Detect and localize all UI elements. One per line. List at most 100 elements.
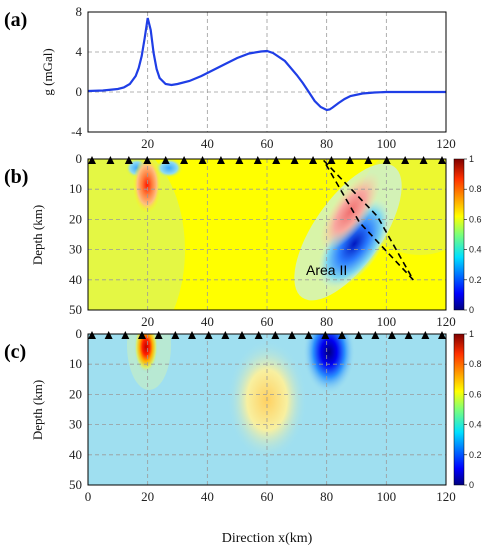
panel-a-x-tick: 40 bbox=[201, 136, 214, 151]
panel-c-y-tick: 50 bbox=[69, 477, 82, 492]
panel-b-y-tick: 50 bbox=[69, 302, 82, 317]
panel-c-y-tick: 30 bbox=[69, 417, 82, 432]
station-marker bbox=[327, 156, 336, 164]
panel-a-y-tick: -4 bbox=[71, 124, 82, 139]
panel-c-colorbar bbox=[453, 333, 465, 486]
panel-c-y-tick-labels: 0 10 20 30 40 50 bbox=[69, 326, 82, 492]
station-marker bbox=[354, 331, 363, 339]
panel-c-colorbar-tick: 1 bbox=[469, 329, 474, 339]
station-marker bbox=[290, 156, 299, 164]
panel-c-frame bbox=[87, 333, 447, 486]
station-marker bbox=[235, 156, 244, 164]
station-marker bbox=[338, 331, 346, 339]
panel-a-x-tick: 100 bbox=[377, 136, 397, 151]
panel-b-x-tick: 40 bbox=[201, 314, 214, 329]
panel-a-y-tick: 0 bbox=[76, 84, 83, 99]
panel-c-x-tick: 60 bbox=[261, 489, 274, 504]
station-marker bbox=[421, 331, 430, 339]
panel-b-colorbar-tick: 1 bbox=[469, 154, 474, 164]
panel-b-label: (b) bbox=[4, 166, 28, 188]
station-marker bbox=[401, 156, 410, 164]
station-marker bbox=[121, 331, 130, 339]
panel-b-y-axis-label: Depth (km) bbox=[30, 205, 45, 265]
panel-c-label: (c) bbox=[4, 341, 26, 363]
station-marker bbox=[104, 331, 113, 339]
station-marker bbox=[143, 156, 152, 164]
station-marker bbox=[238, 331, 246, 339]
station-marker bbox=[124, 156, 133, 164]
panel-a-y-tick-labels: 8 4 0 -4 bbox=[71, 4, 82, 139]
station-marker bbox=[216, 156, 225, 164]
panel-c-y-axis-label: Depth (km) bbox=[30, 380, 45, 440]
panel-c-x-tick: 120 bbox=[436, 489, 456, 504]
panel-b-colorbar-tick: 0.8 bbox=[469, 184, 482, 194]
panel-c-x-tick: 100 bbox=[377, 489, 397, 504]
panel-c-colorbar-tick: 0.4 bbox=[469, 420, 482, 430]
panel-b-x-tick-labels: 20 40 60 80 100 120 bbox=[141, 314, 456, 329]
station-marker bbox=[404, 331, 413, 339]
panel-c-x-tick: 20 bbox=[141, 489, 154, 504]
x-axis-label: Direction x(km) bbox=[222, 531, 313, 546]
station-marker bbox=[321, 331, 330, 339]
panel-a-y-axis-label: g (mGal) bbox=[40, 48, 55, 95]
panel-b-frame bbox=[87, 158, 447, 311]
panel-b-inclined-body bbox=[294, 163, 402, 301]
station-marker bbox=[88, 156, 96, 164]
panel-b-x-tick: 100 bbox=[377, 314, 397, 329]
station-marker bbox=[180, 156, 189, 164]
panel-b-colorbar-tick: 0 bbox=[469, 305, 474, 315]
station-marker bbox=[88, 331, 96, 339]
panel-c-station-markers bbox=[88, 331, 446, 339]
station-marker bbox=[254, 331, 263, 339]
panel-a-x-tick-labels: 20 40 60 80 100 120 bbox=[141, 136, 456, 151]
panel-c-colorbar-ticks: 1 0.8 0.6 0.4 0.2 0 bbox=[464, 329, 482, 490]
panel-c-colorbar-tick: 0 bbox=[469, 480, 474, 490]
panel-a-x-tick: 20 bbox=[141, 136, 154, 151]
panel-c-shallow-positive bbox=[134, 334, 158, 373]
station-marker bbox=[382, 156, 391, 164]
panel-c-y-tick: 20 bbox=[69, 386, 82, 401]
panel-b-x-tick: 120 bbox=[436, 314, 456, 329]
panel-b-x-tick: 20 bbox=[141, 314, 154, 329]
panel-c-x-tick: 40 bbox=[201, 489, 214, 504]
panel-c-y-tick: 0 bbox=[76, 326, 83, 341]
station-marker bbox=[198, 156, 207, 164]
station-marker bbox=[221, 331, 230, 339]
panel-b-y-tick-labels: 0 10 20 30 40 50 bbox=[69, 151, 82, 317]
panel-b-station-markers bbox=[88, 156, 446, 164]
station-marker bbox=[188, 331, 196, 339]
panel-a-y-tick: 4 bbox=[76, 44, 83, 59]
panel-a-grid bbox=[88, 12, 446, 133]
station-marker bbox=[304, 331, 313, 339]
panel-b-y-tick: 0 bbox=[76, 151, 83, 166]
panel-a-y-tick: 8 bbox=[76, 4, 83, 19]
panel-c-colorbar-tick: 0.6 bbox=[469, 389, 482, 399]
station-marker bbox=[419, 156, 428, 164]
gravity-anomaly-curve bbox=[87, 17, 446, 112]
area-ii-label: Area II bbox=[306, 262, 347, 278]
station-marker bbox=[371, 331, 380, 339]
panel-c-grid bbox=[88, 334, 446, 485]
panel-b-x-tick: 60 bbox=[261, 314, 274, 329]
panel-c-x-tick: 80 bbox=[320, 489, 333, 504]
station-marker bbox=[438, 156, 446, 164]
station-marker bbox=[345, 156, 354, 164]
station-marker bbox=[138, 331, 146, 339]
panel-a-label: (a) bbox=[4, 9, 27, 31]
station-marker bbox=[438, 331, 446, 339]
panel-b-y-tick: 20 bbox=[69, 211, 82, 226]
panel-b-colorbar-tick: 0.2 bbox=[469, 275, 482, 285]
panel-c-y-tick: 40 bbox=[69, 447, 82, 462]
station-marker bbox=[271, 331, 280, 339]
station-marker bbox=[106, 156, 115, 164]
panel-b-positive-body bbox=[133, 159, 161, 213]
station-marker bbox=[288, 331, 296, 339]
station-marker bbox=[161, 156, 170, 164]
station-marker bbox=[204, 331, 213, 339]
station-marker bbox=[272, 156, 281, 164]
panel-b-halo-left bbox=[88, 159, 185, 310]
panel-b-colorbar-ticks: 1 0.8 0.6 0.4 0.2 0 bbox=[464, 154, 482, 315]
panel-c-x-tick: 0 bbox=[85, 489, 92, 504]
panel-b-grid bbox=[88, 159, 446, 310]
